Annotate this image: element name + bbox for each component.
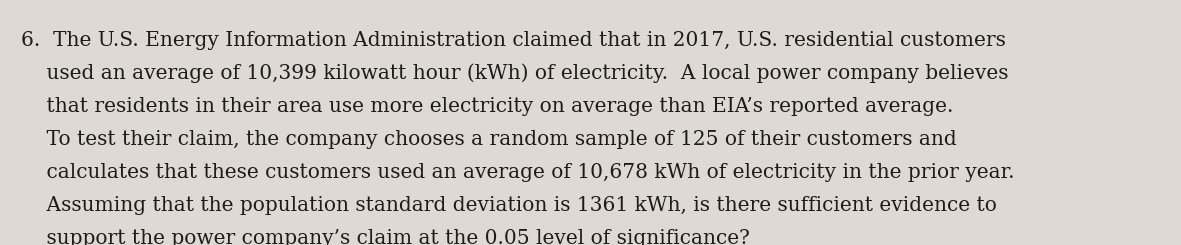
Text: that residents in their area use more electricity on average than EIA’s reported: that residents in their area use more el… [21,97,953,116]
Text: used an average of 10,399 kilowatt hour (kWh) of electricity.  A local power com: used an average of 10,399 kilowatt hour … [21,64,1009,83]
Text: Assuming that the population standard deviation is 1361 kWh, is there sufficient: Assuming that the population standard de… [21,196,997,215]
Text: support the power company’s claim at the 0.05 level of significance?: support the power company’s claim at the… [21,229,750,245]
Text: To test their claim, the company chooses a random sample of 125 of their custome: To test their claim, the company chooses… [21,130,957,149]
Text: 6.  The U.S. Energy Information Administration claimed that in 2017, U.S. reside: 6. The U.S. Energy Information Administr… [21,31,1006,50]
Text: calculates that these customers used an average of 10,678 kWh of electricity in : calculates that these customers used an … [21,163,1014,182]
